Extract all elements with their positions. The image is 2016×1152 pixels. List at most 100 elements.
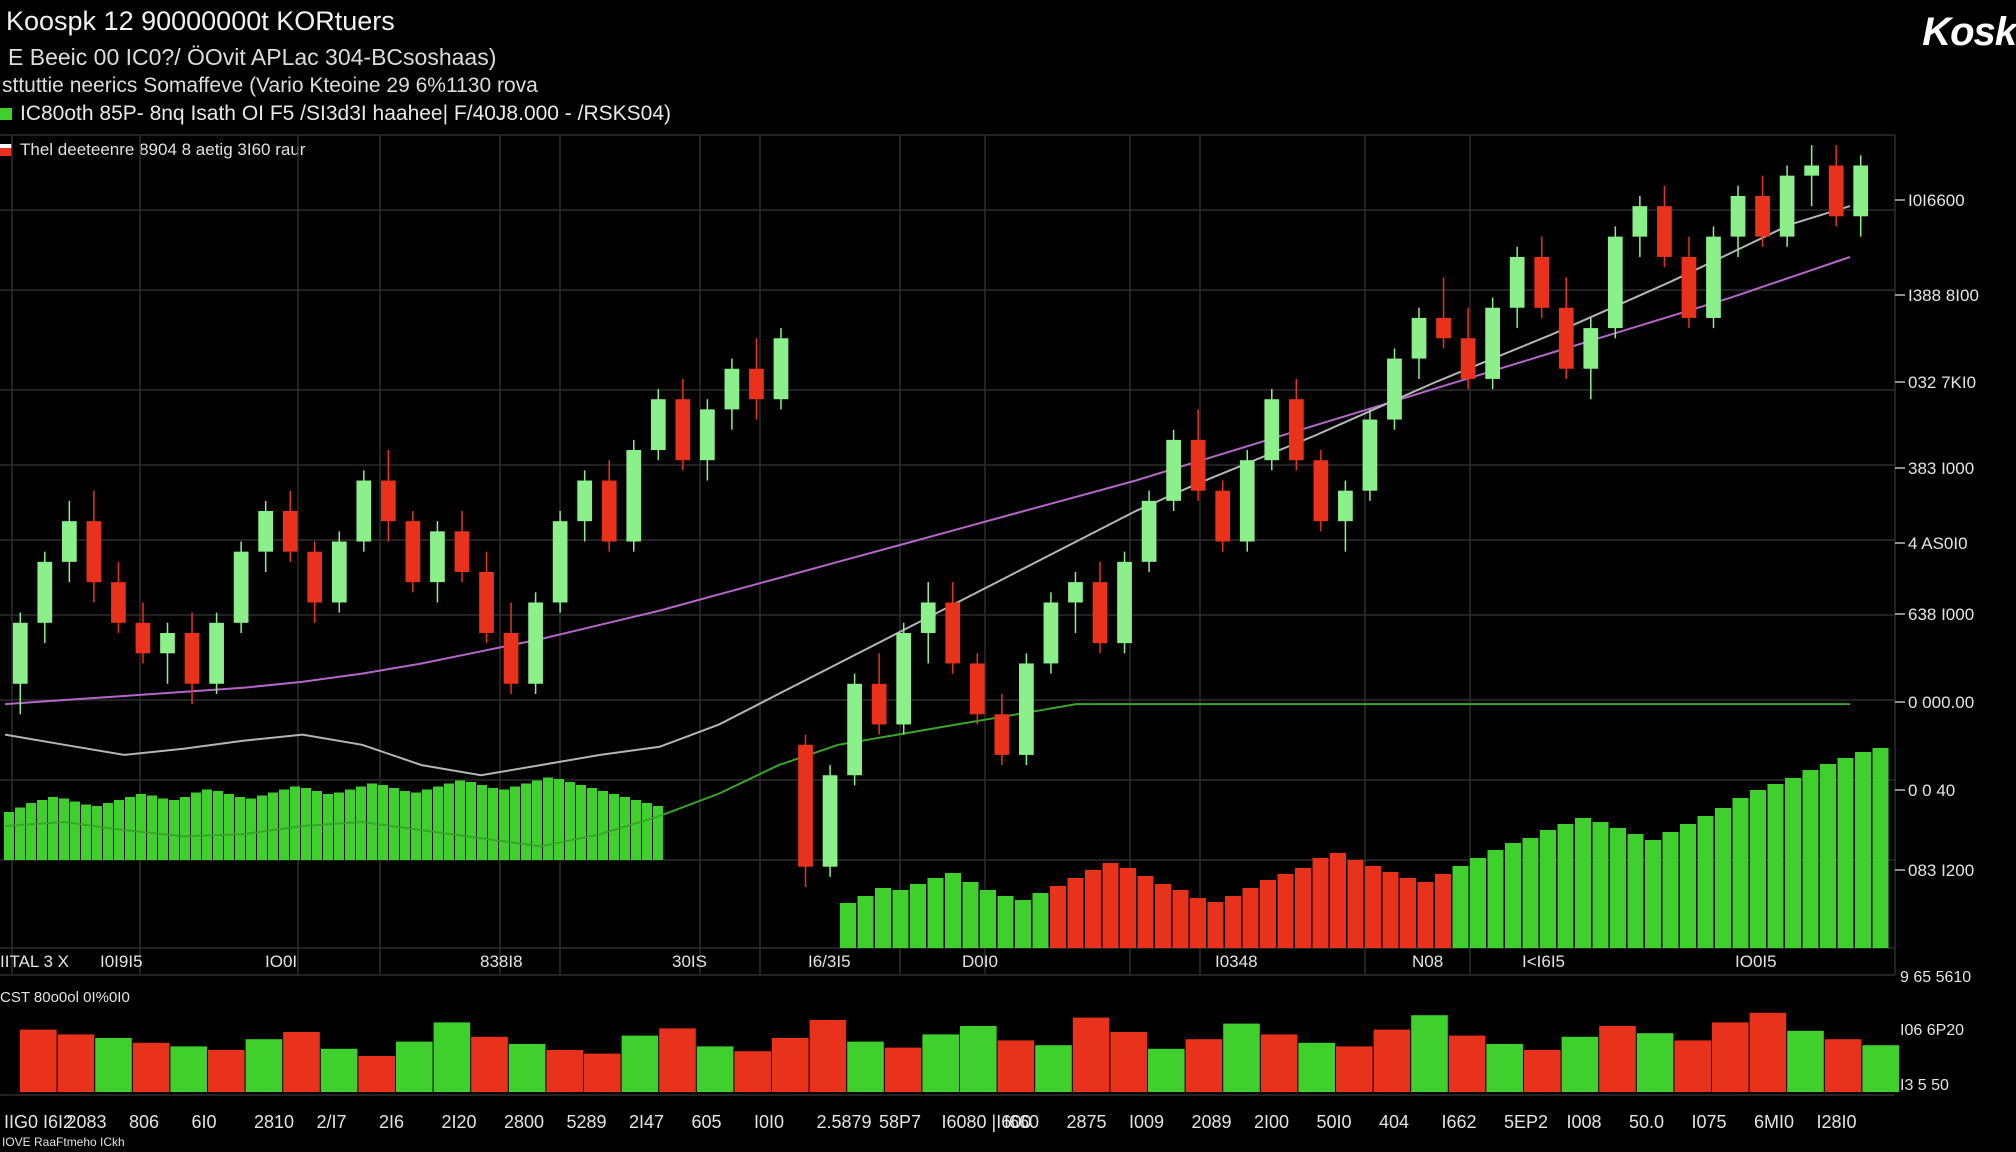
candle-body [12,622,28,684]
upper-volume-bar [191,792,201,860]
lower-volume-bar [884,1047,922,1092]
candle-body [282,511,298,552]
candle-body [724,368,740,410]
lower-volume-bar [584,1053,621,1092]
candle-body [160,632,175,654]
upper-volume-bar [631,800,641,860]
bottom-x-tick-label: I28I0 [1817,1112,1857,1132]
lower-volume-bar [1448,1035,1486,1092]
candle-body [1338,490,1353,522]
x-axis-tick-label: 838I8 [480,952,523,971]
x-axis-tick-label: I6/3I5 [808,952,851,971]
candle-body [135,622,151,654]
upper-volume-bar-right [1120,868,1136,948]
upper-volume-bar [301,788,311,860]
candle-body [1509,256,1525,308]
moving-average-line [4,205,1851,777]
bottom-x-tick-label: I662 [1442,1112,1477,1132]
lower-volume-bar [1411,1015,1448,1092]
lower-volume-bar [1336,1046,1373,1092]
lower-volume-panel: CST 80o0ol 0I%0I0 9 65 5610 I06 6P20 I3 5 5… [0,969,1971,1094]
upper-volume-bar [400,791,410,860]
candle-body [86,521,102,583]
candle-body [1117,561,1132,644]
candle-body [773,338,789,400]
upper-volume-bar-right [1330,853,1346,948]
grid-lines [0,134,1896,1096]
candle-body [233,551,249,623]
candle-body [1166,439,1181,501]
lower-panel-y-tick-label: I06 6P20 [1900,1022,1964,1039]
candle-body [479,571,494,633]
upper-volume-bar-right [1715,808,1731,948]
candle-body [1804,165,1820,176]
lower-panel-y-tick-label: 9 65 5610 [1900,969,1971,986]
upper-volume-bar [15,807,25,860]
candle-body [1239,460,1255,542]
candle-body [1313,460,1329,522]
upper-volume-bar-right [1522,838,1539,948]
candle-body [1853,165,1869,217]
legend-up-swatch [0,108,12,120]
bottom-x-tick-label: I008 [1567,1112,1602,1132]
upper-volume-bar-right [1260,880,1276,948]
chart-subtitle-2: sttuttie neerics Somaffeve (Vario Kteoin… [2,74,538,97]
lower-volume-bar [1787,1030,1824,1092]
lower-volume-bar [1524,1050,1561,1092]
lower-volume-bar [1260,1034,1298,1092]
lower-volume-bar [508,1044,546,1092]
lower-volume-bar [1072,1017,1110,1092]
candle-body [1485,307,1500,379]
lower-volume-bar [358,1056,395,1092]
lower-volume-bar [997,1040,1035,1092]
x-axis-tick-label: N08 [1412,952,1443,971]
lower-volume-bar [847,1041,884,1092]
candle-body [503,632,519,684]
candle-body [1141,500,1157,562]
bottom-x-tick-label: 2083 [67,1112,107,1132]
upper-volume-bar-right [1680,824,1696,948]
upper-volume-bar-right [945,873,961,948]
lower-volume-bar [960,1026,997,1092]
bottom-x-tick-label: I009 [1129,1112,1164,1132]
bottom-x-tick-label: 2I47 [629,1112,664,1132]
candle-body [1534,256,1550,308]
footer-note: IOVE RaaFtmeho ICkh [2,1135,125,1149]
candle-body [871,683,887,725]
upper-volume-bar-right [1137,876,1154,948]
lower-volume-bar [734,1051,771,1092]
upper-volume-bar [488,788,498,860]
legend-down-swatch [0,144,12,156]
bottom-x-tick-label: I6080 |I600 [942,1112,1032,1132]
candle-body [1092,582,1108,644]
y-axis-tick-label: 032 7KI0 [1908,373,1976,392]
bottom-x-tick-label: 58P7 [879,1112,921,1132]
candle-body [111,582,126,623]
upper-volume-bar [235,797,245,860]
upper-volume-bar [466,782,476,860]
candle-body [454,531,470,572]
lower-volume-bar [1223,1023,1260,1092]
lower-volume-bar [433,1022,471,1092]
moving-average-line [4,703,1850,848]
y-axis-tick-label: 4 AS0I0 [1908,534,1968,553]
upper-volume-bar-right [875,888,891,948]
upper-volume-bar-right [1837,758,1854,948]
legend-secondary-text: Thel deeteenre 8904 8 aetig 3I60 raur [20,140,306,159]
upper-volume-bar [598,791,608,860]
lower-panel-y-tick-label: I3 5 50 [1900,1077,1949,1094]
upper-volume-bar-right [840,903,856,948]
lower-volume-bar [1298,1042,1335,1092]
upper-volume-bar [246,798,256,860]
upper-volume-bar-right [1085,870,1101,948]
candle-body [1264,399,1280,461]
upper-volume-bar-right [892,890,909,948]
lower-volume-bar [546,1050,583,1092]
upper-volume-bar-right [1347,860,1364,948]
candle-body [1706,236,1721,318]
upper-volume-bar-right [1750,790,1766,948]
candle-body [331,541,347,603]
chart-subtitle-1: E Beeic 00 IC0?/ ÖOvit APLac 304-BCsosha… [8,44,497,70]
candle-body [626,450,642,542]
upper-volume-bar-right [1627,834,1644,948]
